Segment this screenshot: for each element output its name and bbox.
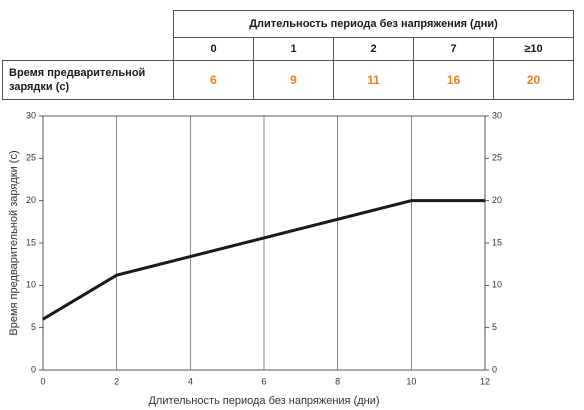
x-tick-label: 2 bbox=[114, 376, 119, 386]
x-tick-label: 10 bbox=[406, 376, 416, 386]
y2-tick-label: 20 bbox=[492, 195, 502, 205]
y-tick-label: 10 bbox=[26, 280, 36, 290]
table-title: Длительность периода без напряжения (дни… bbox=[173, 10, 574, 38]
y2-tick-label: 15 bbox=[492, 237, 502, 247]
x-tick-label: 0 bbox=[40, 376, 45, 386]
table-value: 11 bbox=[333, 60, 414, 100]
x-tick-label: 4 bbox=[188, 376, 193, 386]
y-tick-label: 15 bbox=[26, 237, 36, 247]
data-table: Длительность периода без напряжения (дни… bbox=[2, 10, 574, 100]
y2-tick-label: 0 bbox=[492, 364, 497, 374]
y-tick-label: 25 bbox=[26, 153, 36, 163]
column-header: 0 bbox=[173, 37, 254, 61]
x-axis-label: Длительность периода без напряжения (дни… bbox=[148, 395, 379, 407]
y-tick-label: 30 bbox=[26, 110, 36, 120]
y2-tick-label: 30 bbox=[492, 110, 502, 120]
x-tick-label: 12 bbox=[480, 376, 490, 386]
table-value: 9 bbox=[253, 60, 334, 100]
column-header: 7 bbox=[413, 37, 494, 61]
row-label: Время предварительной зарядки (с) bbox=[2, 60, 174, 100]
y-tick-label: 20 bbox=[26, 195, 36, 205]
y-tick-label: 5 bbox=[31, 322, 36, 332]
table-value: 20 bbox=[493, 60, 574, 100]
y-tick-label: 0 bbox=[31, 364, 36, 374]
y2-tick-label: 25 bbox=[492, 153, 502, 163]
y2-tick-label: 10 bbox=[492, 280, 502, 290]
column-header: ≥10 bbox=[493, 37, 574, 61]
data-line bbox=[42, 199, 485, 321]
table-value: 16 bbox=[413, 60, 494, 100]
y2-tick-label: 5 bbox=[492, 322, 497, 332]
x-tick-label: 6 bbox=[261, 376, 266, 386]
x-tick-label: 8 bbox=[335, 376, 340, 386]
y-axis-label: Время предварительной зарядки (с) bbox=[8, 150, 20, 335]
